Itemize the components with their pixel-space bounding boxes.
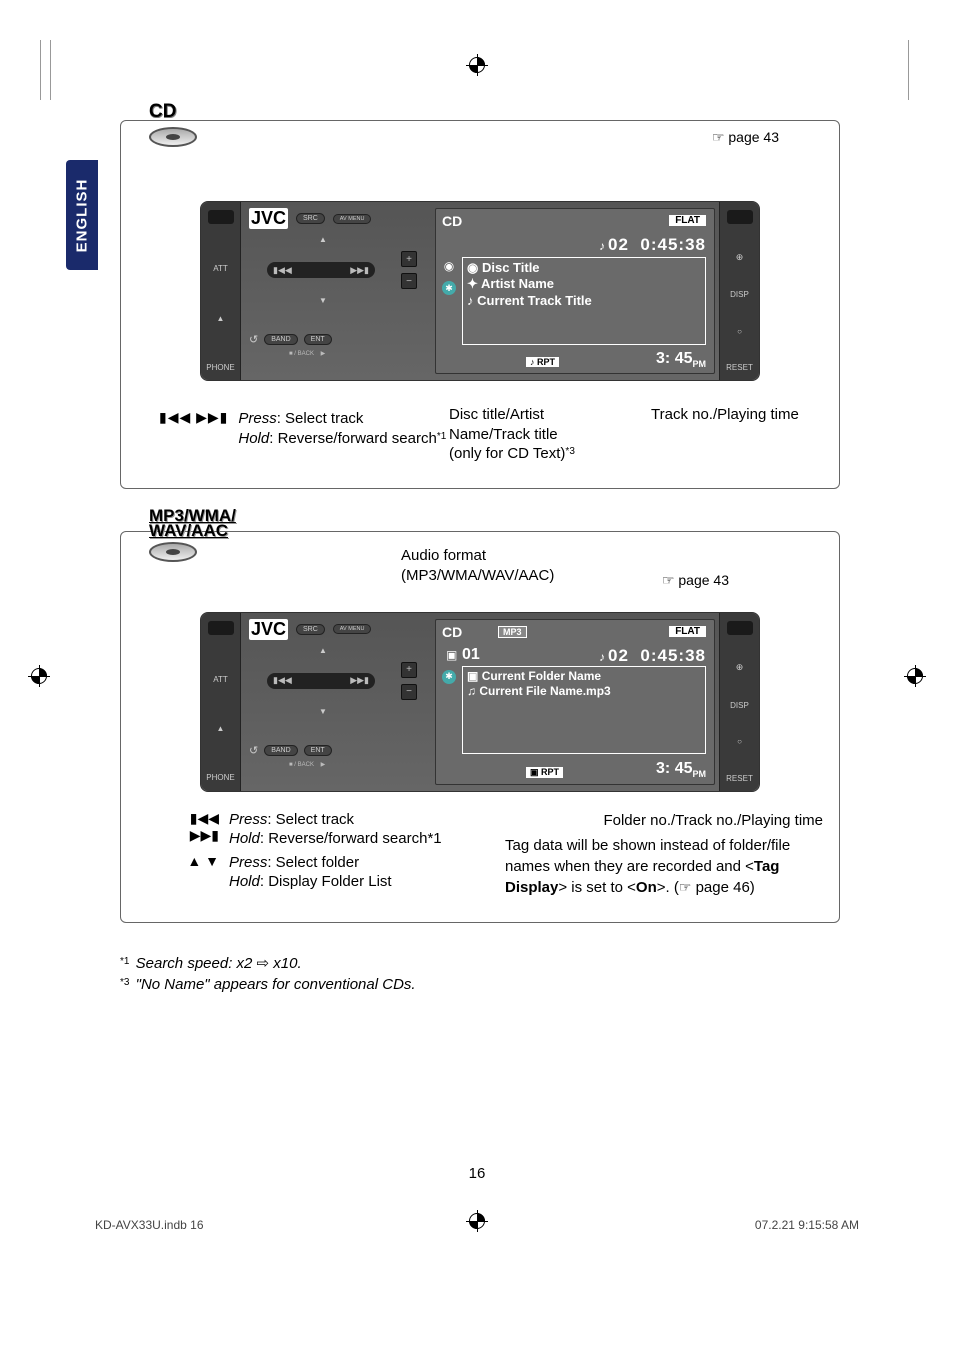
- track-time: ♪02 0:45:38: [599, 235, 706, 255]
- track-time: ♪02 0:45:38: [599, 646, 706, 666]
- disc-icon: ◉: [444, 259, 454, 273]
- hand-icon: ☞: [662, 572, 675, 588]
- track-icons: ▮◀◀ ▶▶▮: [159, 409, 228, 426]
- registration-mark: [466, 1210, 488, 1232]
- mp3-annot-left: ▮◀◀ ▶▶▮ Press: Select track Hold: Revers…: [159, 810, 479, 898]
- page-number: 16: [469, 1165, 486, 1182]
- att-icon: ATT: [213, 264, 228, 273]
- src-btn: SRC: [296, 213, 325, 224]
- page-ref-cd: ☞ page 43: [712, 129, 779, 146]
- cd-section: CD ☞ page 43 ATT▲PHONE JVC SRC AV MENU ▲: [120, 120, 840, 489]
- sub-badge: MP3: [498, 626, 527, 638]
- folder-icon: ▣: [446, 648, 457, 662]
- mp3-label: MP3/WMA/ WAV/AAC: [149, 508, 236, 563]
- track-icons: ▮◀◀ ▶▶▮: [159, 810, 219, 849]
- footer-left: KD-AVX33U.indb 16: [95, 1218, 204, 1232]
- footnotes: *1 Search speed: x2 ⇨ x10. *3 "No Name" …: [120, 953, 840, 995]
- phone-label: PHONE: [206, 363, 234, 372]
- cd-explain: Disc title/Artist Name/Track title (only…: [449, 405, 823, 464]
- avmenu-btn: AV MENU: [333, 214, 372, 224]
- audio-format-label: Audio format (MP3/WMA/WAV/AAC): [401, 546, 554, 587]
- head-unit-mp3: ATT▲PHONE JVC SRC AV MENU ▲ ▮◀◀▶▶▮ ▼ +−: [200, 612, 760, 792]
- cd-label: CD: [149, 101, 197, 147]
- flat-badge: FLAT: [669, 626, 706, 637]
- registration-mark: [466, 54, 488, 76]
- crop-mark: [889, 40, 909, 100]
- footer-right: 07.2.21 9:15:58 AM: [755, 1218, 859, 1232]
- info-box: ▣ Current Folder Name ♫ Current File Nam…: [462, 666, 706, 754]
- cd-annot-left: ▮◀◀ ▶▶▮ Press: Select track Hold: Revers…: [159, 409, 449, 464]
- registration-mark: [28, 665, 50, 687]
- bluetooth-icon: ✱: [442, 281, 456, 295]
- folder-no: 01: [462, 646, 480, 664]
- bluetooth-icon: ✱: [442, 670, 456, 684]
- mp3-section: MP3/WMA/ WAV/AAC Audio format (MP3/WMA/W…: [120, 531, 840, 923]
- crop-mark: [50, 40, 70, 100]
- flat-badge: FLAT: [669, 215, 706, 226]
- mode-label: CD: [442, 213, 462, 229]
- head-unit-cd: ATT▲PHONE JVC SRC AV MENU ▲ ▮◀◀▶▶▮ ▼ +−: [200, 201, 760, 381]
- language-tab: ENGLISH: [66, 160, 98, 270]
- disp-btn: DISP: [730, 290, 749, 299]
- mp3-annot-right: Folder no./Track no./Playing time Tag da…: [505, 810, 823, 898]
- page-ref-mp3: ☞ page 43: [662, 572, 729, 589]
- hand-icon: ☞: [712, 129, 725, 145]
- clock: 3: 45PM: [656, 350, 706, 369]
- mode-label: CD: [442, 624, 462, 640]
- rpt-badge: ▣ RPT: [526, 767, 563, 778]
- info-box: ◉ Disc Title ✦ Artist Name ♪ Current Tra…: [462, 257, 706, 345]
- brand-logo: JVC: [249, 619, 288, 640]
- registration-mark: [904, 665, 926, 687]
- folder-icons: ▲ ▼: [159, 853, 219, 892]
- clock: 3: 45PM: [656, 760, 706, 779]
- brand-logo: JVC: [249, 208, 288, 229]
- reset-label: RESET: [726, 363, 753, 372]
- rpt-badge: ♪ RPT: [526, 357, 559, 367]
